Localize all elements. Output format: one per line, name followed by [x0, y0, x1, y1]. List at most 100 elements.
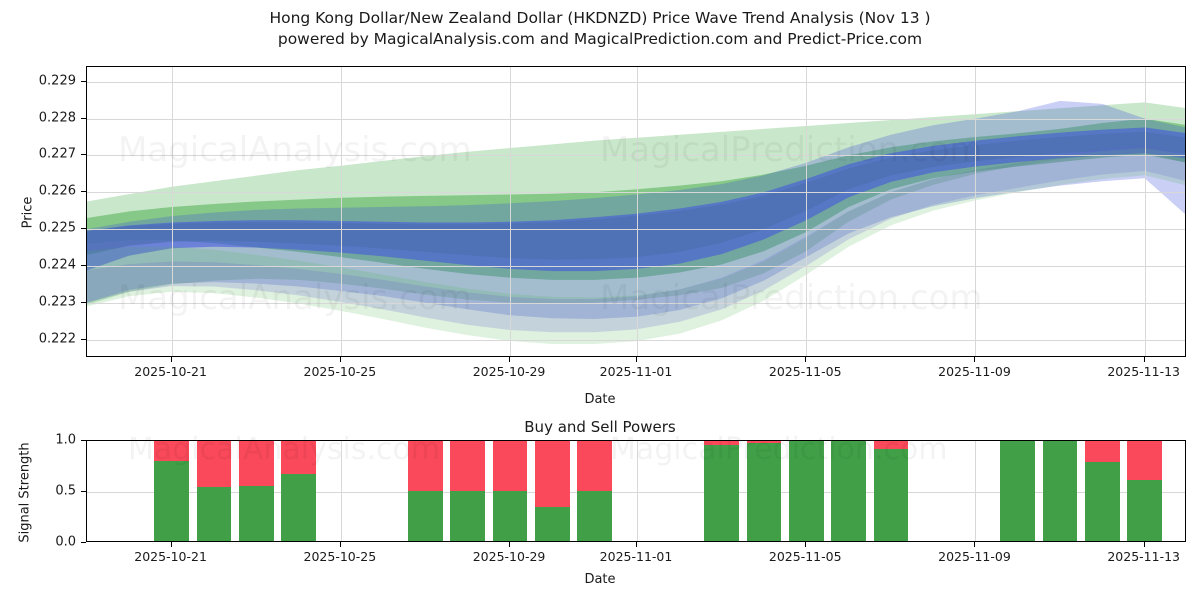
price-x-tick-label: 2025-10-21 — [134, 364, 207, 379]
buy-power-segment — [281, 473, 316, 541]
gridline-horizontal — [87, 229, 1185, 231]
signal-bar[interactable] — [788, 441, 824, 541]
page-title: Hong Kong Dollar/New Zealand Dollar (HKD… — [0, 8, 1200, 50]
sell-power-segment — [281, 441, 316, 474]
price-band-steel-core — [87, 131, 1185, 260]
price-y-tick-label: 0.225 — [38, 220, 76, 236]
gridline-vertical — [637, 441, 638, 541]
buy-power-segment — [788, 441, 824, 541]
buy-sell-y-tick — [81, 491, 86, 492]
buy-sell-title: Buy and Sell Powers — [524, 418, 676, 436]
gridline-horizontal — [87, 339, 1185, 341]
signal-bar[interactable] — [577, 441, 613, 541]
buy-sell-x-tick — [974, 542, 976, 547]
price-x-tick — [339, 357, 341, 362]
gridline-horizontal — [87, 492, 1185, 493]
buy-sell-bars — [87, 441, 1185, 541]
price-bands — [87, 100, 1185, 344]
signal-bar[interactable] — [1127, 441, 1163, 541]
gridline-vertical — [340, 67, 342, 356]
sell-power-segment — [577, 441, 613, 492]
price-y-tick-label: 0.223 — [38, 294, 76, 310]
buy-power-segment — [746, 443, 782, 541]
price-x-tick-label: 2025-11-01 — [599, 364, 673, 379]
sell-power-segment — [408, 441, 443, 492]
buy-sell-x-tick-label: 2025-10-21 — [134, 549, 207, 564]
price-y-axis-title: Price — [20, 196, 36, 229]
buy-sell-chart — [86, 440, 1186, 542]
price-x-axis-title: Date — [584, 392, 616, 407]
signal-bar[interactable] — [238, 441, 274, 541]
price-y-tick-label: 0.222 — [38, 331, 76, 347]
signal-bar[interactable] — [196, 441, 232, 541]
buy-power-segment — [1127, 479, 1163, 541]
gridline-vertical — [510, 67, 512, 356]
signal-bar[interactable] — [873, 441, 909, 541]
price-x-tick-label: 2025-11-05 — [768, 364, 842, 379]
gridline-horizontal — [87, 81, 1185, 83]
buy-power-segment — [1085, 462, 1120, 541]
buy-sell-x-tick-label: 2025-11-09 — [938, 549, 1011, 564]
buy-power-segment — [577, 491, 613, 541]
sell-power-segment — [535, 441, 570, 508]
signal-bar[interactable] — [1085, 441, 1120, 541]
signal-bar[interactable] — [408, 441, 443, 541]
buy-sell-y-tick — [81, 542, 86, 543]
signal-bar[interactable] — [154, 441, 189, 541]
buy-sell-x-tick-label: 2025-10-29 — [472, 549, 546, 564]
buy-sell-y-tick-label: 0.5 — [55, 483, 76, 499]
sell-power-segment — [1127, 441, 1163, 480]
signal-bar[interactable] — [746, 441, 782, 541]
sell-power-segment — [704, 441, 739, 446]
price-band-green-low-halo — [87, 147, 1185, 344]
buy-sell-x-axis-title: Date — [584, 572, 616, 587]
title-line-2: powered by MagicalAnalysis.com and Magic… — [277, 30, 923, 48]
gridline-vertical — [637, 67, 638, 356]
signal-bar[interactable] — [535, 441, 570, 541]
buy-sell-x-tick-label: 2025-11-01 — [599, 549, 673, 564]
buy-power-segment — [535, 507, 570, 541]
buy-sell-x-tick — [170, 542, 172, 547]
buy-sell-x-tick — [805, 542, 807, 547]
price-y-tick — [81, 301, 86, 303]
price-x-tick — [170, 357, 172, 362]
price-y-tick-label: 0.228 — [38, 110, 76, 126]
signal-bar[interactable] — [492, 441, 528, 541]
sell-power-segment — [746, 441, 782, 444]
buy-power-segment — [1042, 441, 1078, 541]
buy-sell-y-tick-label: 0.0 — [55, 534, 76, 550]
price-y-tick — [81, 191, 86, 193]
sell-power-segment — [154, 441, 189, 462]
gridline-horizontal — [87, 265, 1185, 267]
buy-sell-x-tick — [339, 542, 341, 547]
price-y-tick — [81, 117, 86, 119]
signal-bar[interactable] — [281, 441, 316, 541]
buy-power-segment — [831, 441, 866, 541]
title-line-1: Hong Kong Dollar/New Zealand Dollar (HKD… — [269, 9, 931, 27]
price-y-tick — [81, 264, 86, 266]
signal-bar[interactable] — [704, 441, 739, 541]
price-y-tick — [81, 80, 86, 82]
price-x-tick — [805, 357, 807, 362]
buy-power-segment — [873, 449, 909, 541]
signal-bar[interactable] — [831, 441, 866, 541]
price-y-tick — [81, 228, 86, 230]
price-y-tick-label: 0.226 — [38, 183, 76, 199]
sell-power-segment — [238, 441, 274, 486]
gridline-vertical — [1144, 67, 1146, 356]
gridline-horizontal — [87, 118, 1185, 120]
sell-power-segment — [873, 441, 909, 450]
signal-bar[interactable] — [1042, 441, 1078, 541]
buy-power-segment — [154, 461, 189, 541]
price-x-tick-label: 2025-11-09 — [938, 364, 1011, 379]
price-x-tick — [509, 357, 511, 362]
buy-sell-x-tick-label: 2025-11-05 — [768, 549, 842, 564]
price-y-tick-label: 0.227 — [38, 146, 76, 162]
signal-bar[interactable] — [450, 441, 486, 541]
gridline-vertical — [975, 67, 977, 356]
price-y-tick-label: 0.229 — [38, 73, 76, 89]
gridline-vertical — [975, 441, 977, 541]
signal-bar[interactable] — [1000, 441, 1036, 541]
buy-sell-x-tick-label: 2025-11-13 — [1107, 549, 1181, 564]
sell-power-segment — [1085, 441, 1120, 463]
